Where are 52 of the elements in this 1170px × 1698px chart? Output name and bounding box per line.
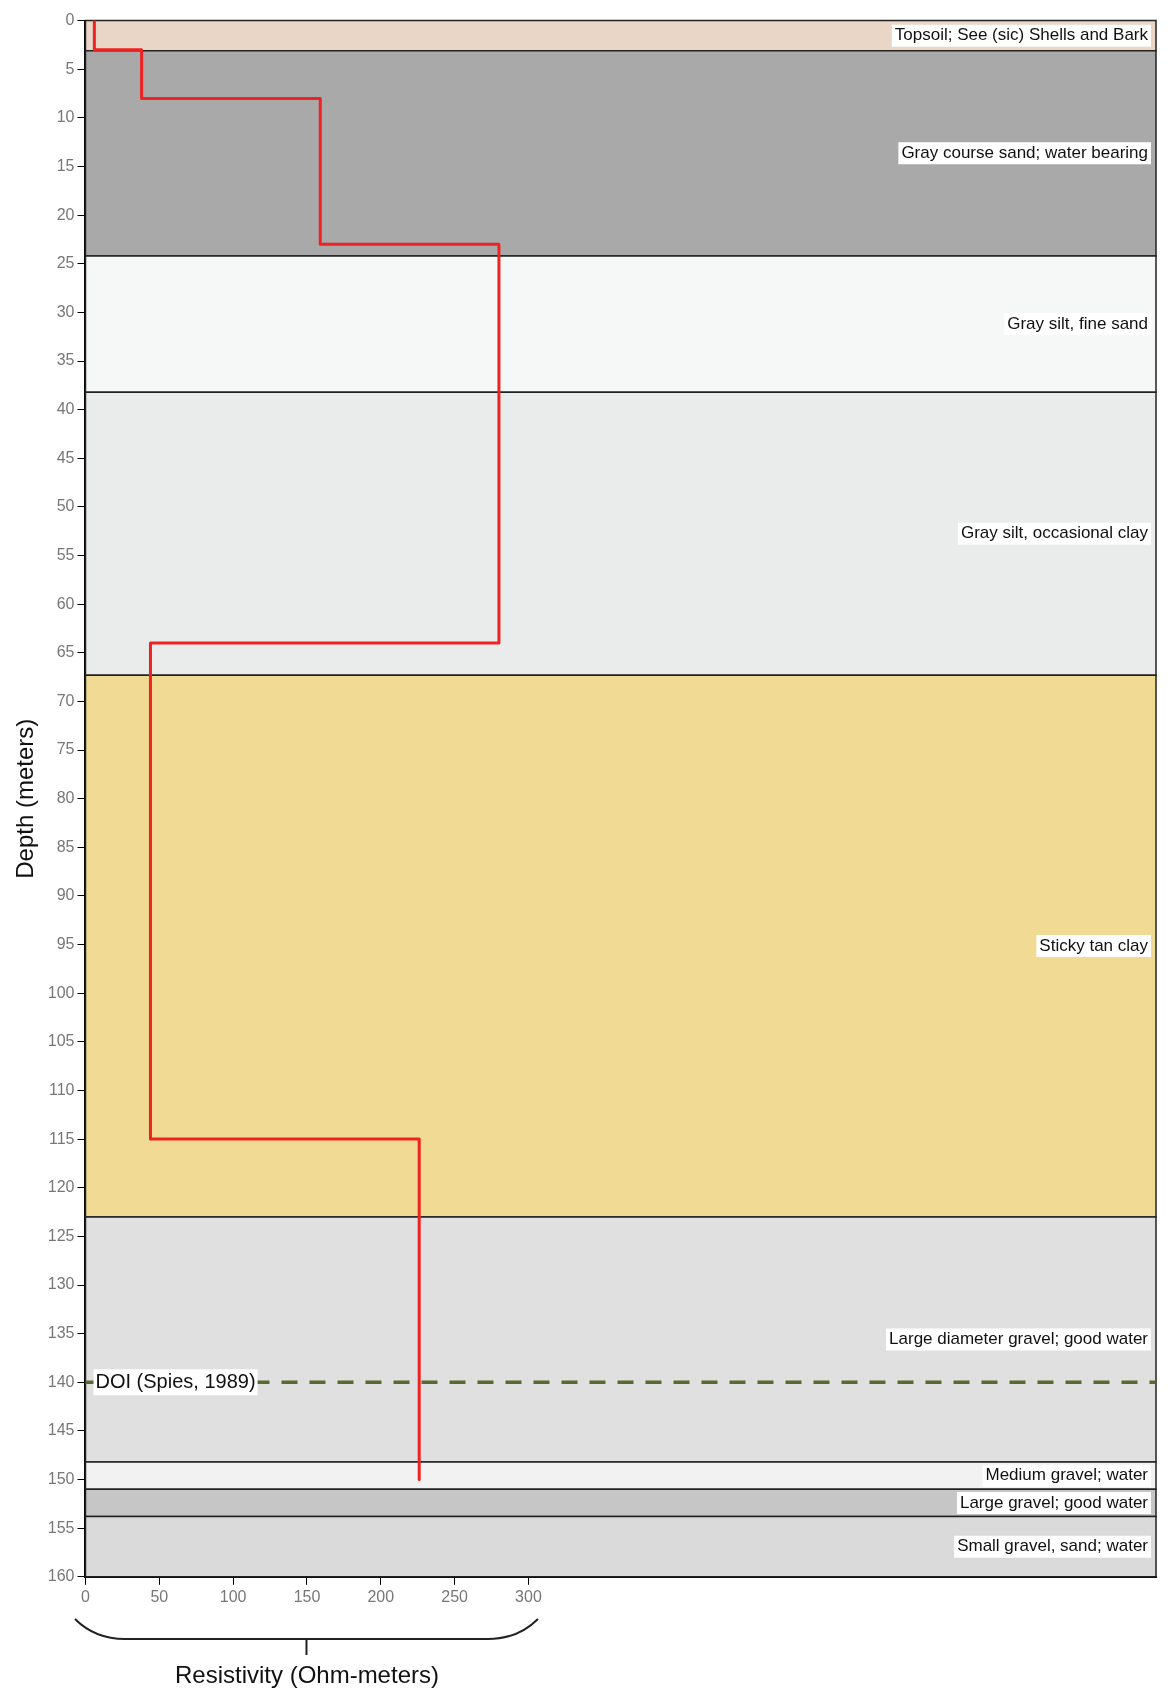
y-tick-label: 140 — [47, 1372, 75, 1390]
y-tick-label: 30 — [56, 302, 75, 320]
y-tick-label: 65 — [56, 643, 75, 661]
y-tick-label: 80 — [56, 789, 75, 807]
y-tick-label: 35 — [56, 351, 75, 369]
y-tick-label: 15 — [56, 156, 75, 174]
y-tick-label: 150 — [47, 1469, 75, 1487]
y-tick-label: 20 — [56, 205, 75, 223]
y-tick-label: 120 — [47, 1178, 75, 1196]
band-label: Small gravel, sand; water — [957, 1536, 1149, 1556]
x-tick-label: 250 — [441, 1587, 469, 1605]
y-tick-label: 125 — [47, 1226, 75, 1244]
y-tick-label: 90 — [56, 886, 75, 904]
band-label: Gray course sand; water bearing — [901, 143, 1148, 163]
band-label: Sticky tan clay — [1039, 935, 1149, 955]
band-label: Topsoil; See (sic) Shells and Bark — [894, 25, 1149, 45]
x-axis-title: Resistivity (Ohm-meters) — [173, 1660, 440, 1689]
band-label: Medium gravel; water — [985, 1465, 1149, 1485]
y-tick-label: 75 — [56, 740, 75, 758]
y-tick-label: 160 — [47, 1567, 75, 1585]
y-tick-label: 145 — [47, 1421, 75, 1439]
y-tick-label: 130 — [47, 1275, 75, 1293]
y-axis-title: Depth (meters) — [11, 718, 39, 879]
y-tick-label: 100 — [47, 983, 75, 1001]
y-tick-label: 70 — [56, 691, 75, 709]
y-tick-label: 60 — [56, 594, 75, 612]
ref-line-label: DOI (Spies, 1989) — [95, 1369, 256, 1392]
y-tick-label: 135 — [47, 1324, 75, 1342]
x-tick-label: 0 — [81, 1587, 91, 1605]
y-tick-label: 105 — [47, 1032, 75, 1050]
y-tick-label: 110 — [48, 1080, 75, 1098]
band-label: Large diameter gravel; good water — [889, 1329, 1149, 1349]
y-tick-label: 25 — [56, 254, 75, 272]
band-label: Gray silt, fine sand — [1007, 313, 1148, 333]
y-tick-label: 5 — [65, 59, 75, 77]
x-tick-label: 100 — [219, 1587, 247, 1605]
x-tick-label: 200 — [367, 1587, 395, 1605]
y-tick-label: 55 — [56, 545, 75, 563]
y-tick-label: 40 — [56, 400, 75, 418]
y-tick-label: 0 — [65, 11, 75, 29]
band-label: Gray silt, occasional clay — [960, 523, 1149, 543]
y-tick-label: 95 — [56, 935, 75, 952]
x-tick-label: 150 — [293, 1587, 321, 1605]
y-tick-label: 85 — [56, 837, 75, 855]
y-tick-label: 155 — [47, 1518, 75, 1536]
x-tick-label: 50 — [150, 1587, 169, 1605]
x-tick-label: 300 — [515, 1587, 542, 1605]
band-label: Large gravel; good water — [959, 1492, 1149, 1512]
y-tick-label: 45 — [56, 448, 75, 466]
y-tick-label: 10 — [56, 108, 75, 126]
y-tick-label: 50 — [56, 497, 75, 515]
y-tick-label: 115 — [48, 1129, 75, 1147]
